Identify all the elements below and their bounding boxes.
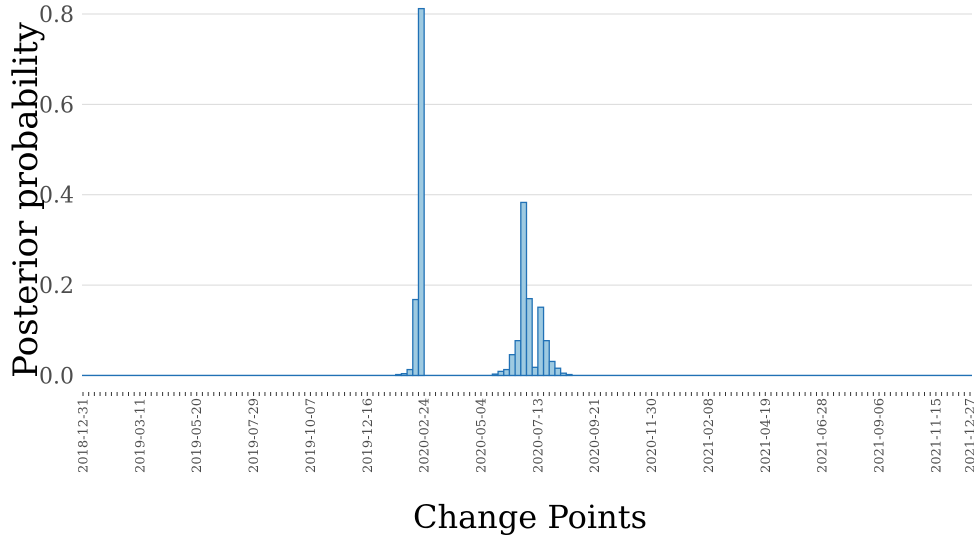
- bar: [525, 297, 533, 377]
- x-tick-label: 2020-05-04: [475, 398, 490, 473]
- x-tick-label: 2021-06-28: [816, 398, 831, 473]
- bar: [503, 368, 511, 377]
- x-axis-title: Change Points: [413, 498, 647, 535]
- bar: [497, 370, 505, 377]
- x-tick-label: 2019-12-16: [361, 398, 376, 473]
- x-tick-label: 2021-09-06: [873, 398, 888, 473]
- bar: [491, 373, 499, 377]
- y-tick-label: 0.0: [39, 364, 74, 389]
- bar: [565, 373, 573, 377]
- bar: [531, 366, 539, 377]
- x-tick-label: 2020-09-21: [588, 398, 603, 473]
- x-tick-label: 2019-05-20: [190, 398, 205, 473]
- bar: [514, 340, 522, 377]
- x-tick-label: 2021-02-08: [702, 398, 717, 473]
- y-axis-title: Posterior probability: [6, 21, 46, 377]
- bar: [395, 373, 403, 377]
- bar: [554, 367, 562, 377]
- y-tick-label: 0.4: [39, 184, 74, 209]
- bars: [395, 7, 573, 377]
- x-tick-label: 2020-07-13: [531, 398, 546, 473]
- x-tick-label: 2021-12-27: [964, 398, 974, 473]
- x-tick-label: 2021-04-19: [759, 398, 774, 473]
- bar: [508, 354, 516, 377]
- bar: [520, 201, 528, 377]
- bar: [406, 368, 414, 377]
- x-tick-label: 2019-03-11: [133, 398, 148, 473]
- bar: [400, 372, 408, 377]
- x-tick-label: 2019-10-07: [304, 398, 319, 473]
- y-tick-label: 0.8: [39, 3, 74, 28]
- axes: 0.0 0.2 0.4 0.6 0.8 2018-12-31 2019-03-11 2019-…: [39, 3, 974, 473]
- x-tick-label: 2019-07-29: [247, 398, 262, 473]
- x-tick-label: 2020-11-30: [645, 398, 660, 473]
- bar: [559, 372, 567, 377]
- bar: [412, 298, 420, 377]
- bar: [417, 7, 425, 377]
- bar: [548, 360, 556, 377]
- bar: [537, 306, 545, 377]
- x-tick-label: 2018-12-31: [77, 398, 92, 473]
- x-tick-label: 2020-02-24: [418, 398, 433, 473]
- y-tick-label: 0.6: [39, 93, 74, 118]
- y-tick-label: 0.2: [39, 274, 74, 299]
- x-tick-label: 2021-11-15: [929, 398, 944, 473]
- bar: [542, 340, 550, 377]
